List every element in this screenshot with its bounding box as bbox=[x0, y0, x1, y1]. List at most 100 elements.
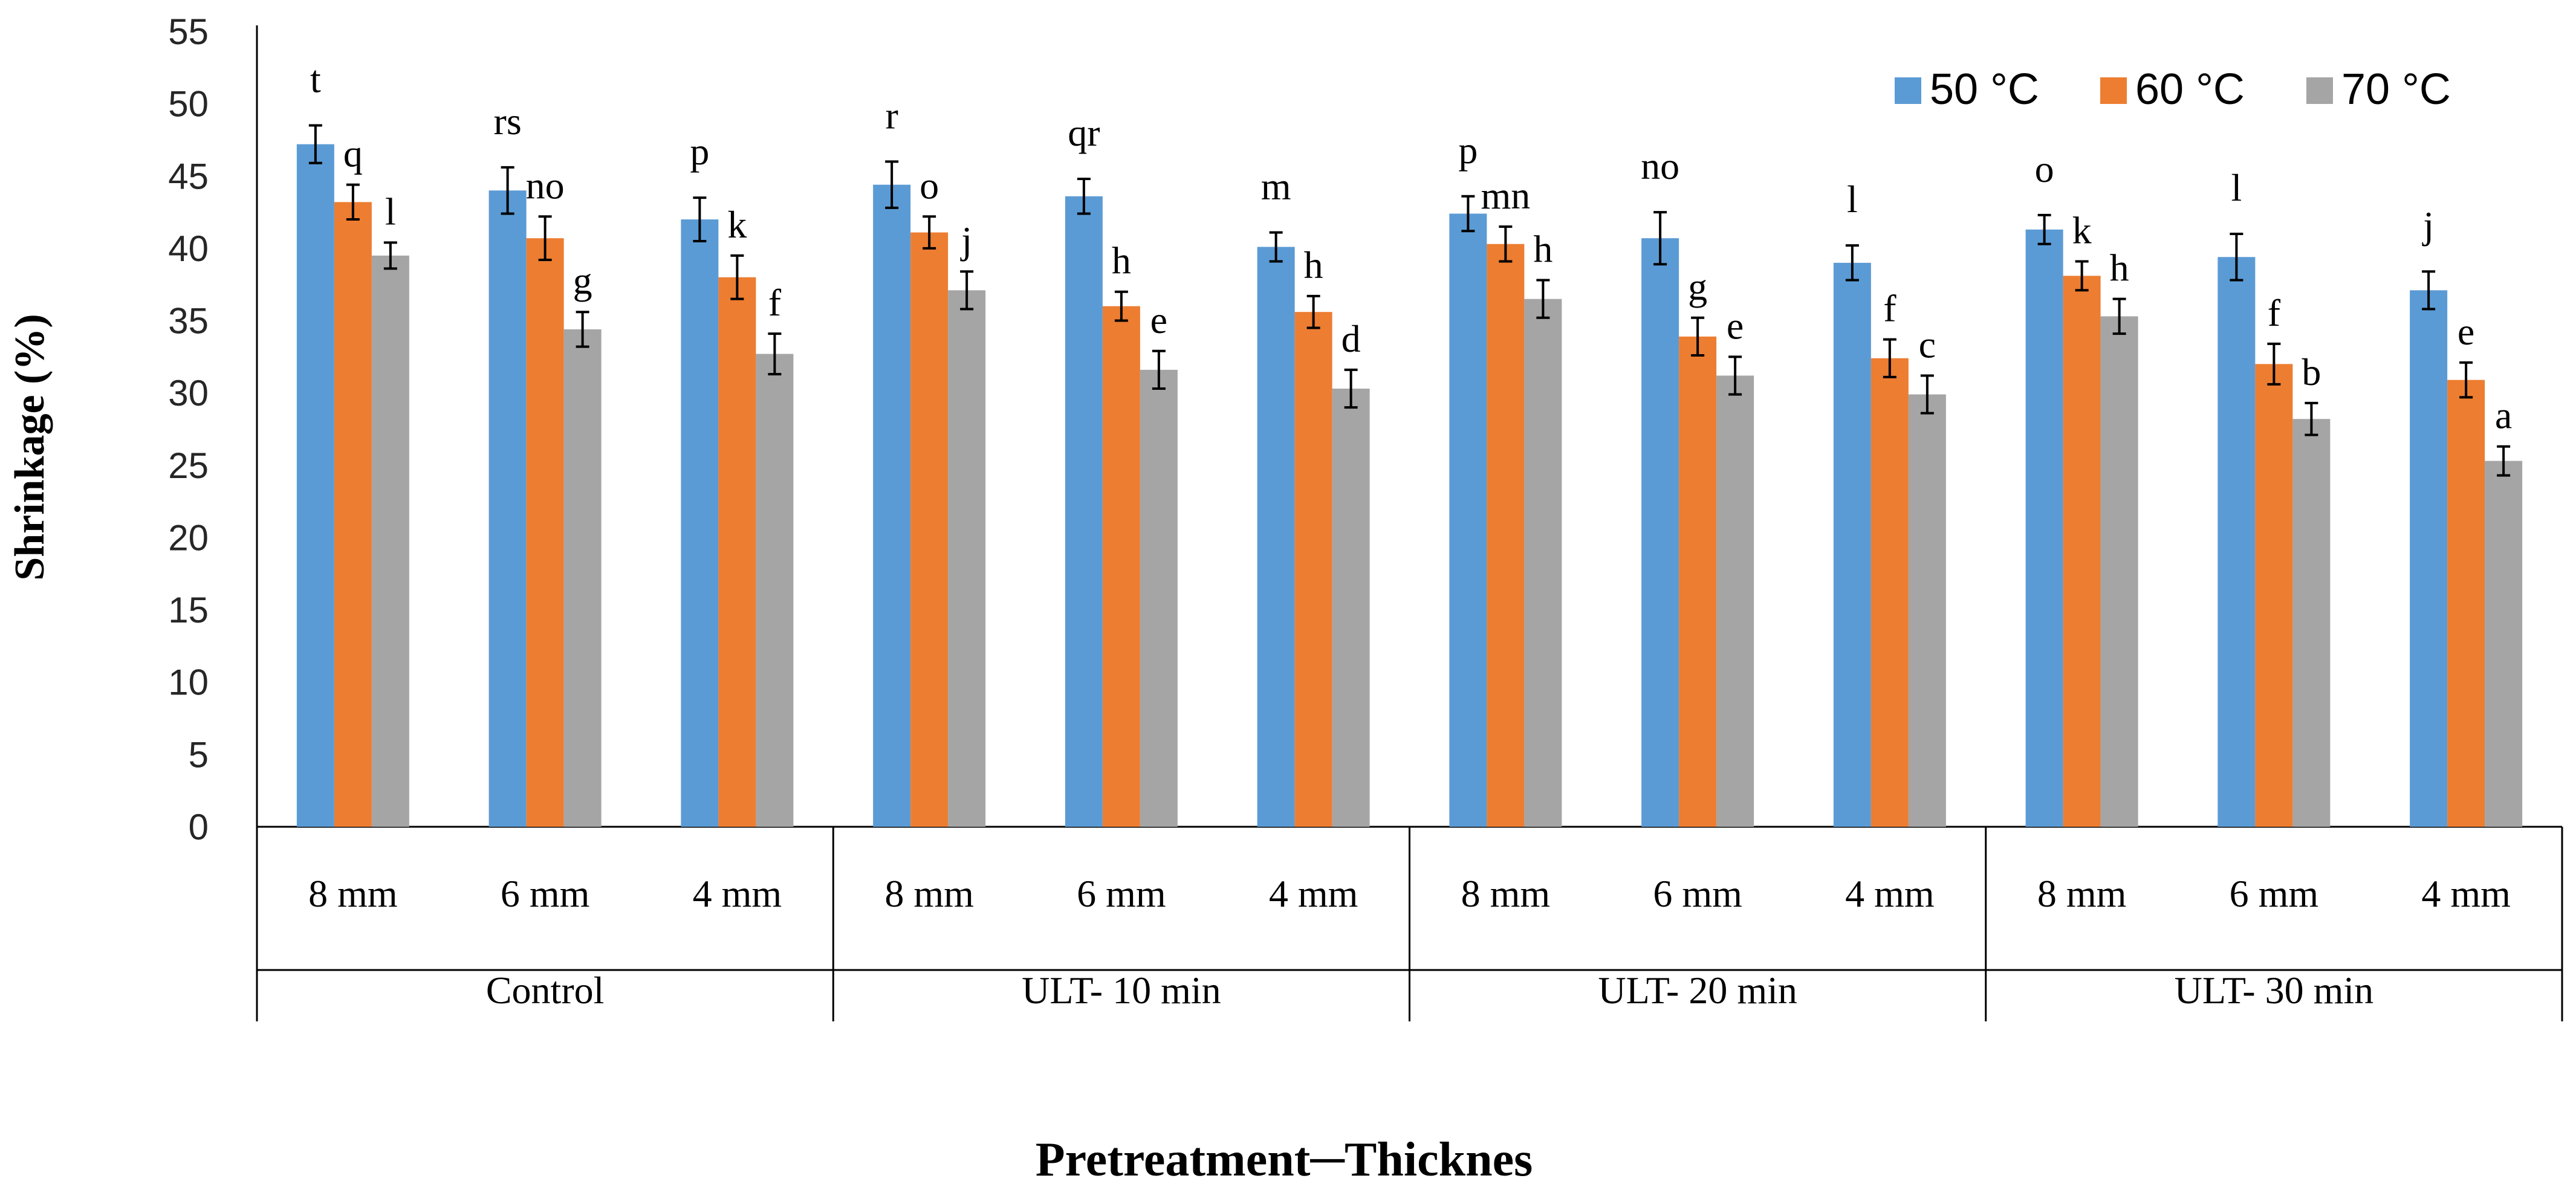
group-label: ULT- 10 min bbox=[1022, 969, 1221, 1012]
significance-letter: o bbox=[920, 164, 939, 207]
error-bar bbox=[2230, 232, 2243, 282]
bar-70C-2 bbox=[756, 354, 794, 827]
significance-letter: p bbox=[1458, 129, 1478, 172]
category-label: 8 mm bbox=[308, 872, 398, 915]
category-label: 4 mm bbox=[1269, 872, 1358, 915]
error-bar bbox=[2112, 297, 2126, 335]
x-axis-label: Pretreatment─Thicknes bbox=[1036, 1133, 1533, 1186]
bar-50C-11 bbox=[2410, 290, 2448, 827]
error-bar bbox=[1691, 316, 1705, 357]
significance-letter: f bbox=[1883, 287, 1896, 330]
error-bar bbox=[1114, 290, 1128, 322]
bar-60C-7 bbox=[1679, 336, 1717, 827]
category-label: 8 mm bbox=[884, 872, 974, 915]
legend-label: 50 °C bbox=[1930, 65, 2039, 114]
bar-50C-3 bbox=[873, 184, 911, 827]
bar-70C-9 bbox=[2100, 316, 2138, 827]
error-bar bbox=[1845, 244, 1859, 282]
bar-70C-3 bbox=[948, 290, 986, 827]
y-tick-label: 20 bbox=[168, 517, 209, 558]
error-bar bbox=[1461, 195, 1475, 233]
y-axis-label: Shrinkage (%) bbox=[7, 314, 53, 580]
category-label: 8 mm bbox=[1461, 872, 1551, 915]
legend-item: 60 °C bbox=[2100, 65, 2245, 114]
significance-letter: e bbox=[1150, 299, 1167, 341]
y-tick-label: 40 bbox=[168, 228, 209, 269]
bar-50C-7 bbox=[1641, 238, 1679, 827]
significance-letter: r bbox=[885, 94, 898, 137]
significance-letter: h bbox=[2110, 247, 2129, 289]
bar-60C-2 bbox=[718, 277, 756, 827]
legend-label: 70 °C bbox=[2341, 65, 2451, 114]
significance-letter: mn bbox=[1481, 174, 1530, 217]
bar-50C-10 bbox=[2218, 257, 2256, 827]
significance-letter: j bbox=[2422, 204, 2434, 247]
significance-letter: k bbox=[2072, 209, 2092, 251]
bar-60C-8 bbox=[1870, 358, 1909, 827]
bar-50C-0 bbox=[296, 144, 334, 827]
y-tick-label: 55 bbox=[168, 11, 209, 52]
error-bar bbox=[1728, 355, 1742, 396]
error-bar bbox=[2305, 401, 2318, 436]
error-bar bbox=[1269, 231, 1283, 263]
significance-letter: f bbox=[2268, 291, 2281, 334]
significance-letter: h bbox=[1304, 244, 1323, 286]
significance-letter: g bbox=[1688, 265, 1707, 308]
bar-70C-4 bbox=[1140, 369, 1178, 827]
bar-50C-1 bbox=[488, 190, 527, 827]
y-tick-label: 30 bbox=[168, 373, 209, 413]
significance-letter: h bbox=[1533, 228, 1552, 271]
significance-letter: l bbox=[385, 190, 396, 233]
bar-70C-7 bbox=[1716, 375, 1754, 827]
error-bar bbox=[346, 183, 360, 221]
error-bar bbox=[2267, 342, 2281, 386]
error-bar bbox=[2422, 270, 2436, 311]
bar-60C-1 bbox=[526, 238, 564, 827]
legend-swatch bbox=[2100, 77, 2127, 104]
significance-letter: b bbox=[2302, 351, 2321, 393]
category-label: 6 mm bbox=[1653, 872, 1742, 915]
y-tick-label: 0 bbox=[189, 807, 209, 847]
bar-50C-2 bbox=[681, 219, 719, 827]
error-bar bbox=[576, 311, 589, 348]
axes: 0 5 10 15 20 25 30 35 40 45 50 55 bbox=[168, 11, 2563, 1021]
error-bar bbox=[960, 270, 974, 311]
error-bar bbox=[1306, 294, 1320, 329]
significance-letter: g bbox=[573, 259, 592, 302]
significance-letter: q bbox=[343, 132, 363, 175]
error-bar bbox=[1152, 349, 1166, 390]
legend-item: 70 °C bbox=[2306, 65, 2451, 114]
legend: 50 °C 60 °C 70 °C bbox=[1895, 65, 2451, 114]
category-label: 6 mm bbox=[1077, 872, 1166, 915]
significance-letter: c bbox=[1919, 323, 1936, 366]
legend-label: 60 °C bbox=[2135, 65, 2245, 114]
legend-item: 50 °C bbox=[1895, 65, 2039, 114]
bar-50C-8 bbox=[1833, 262, 1871, 827]
bar-70C-8 bbox=[1908, 394, 1946, 827]
bars bbox=[296, 124, 2523, 827]
bar-70C-1 bbox=[563, 329, 602, 827]
error-bar bbox=[1499, 225, 1513, 263]
significance-letter: h bbox=[1112, 239, 1131, 282]
error-bar bbox=[1536, 279, 1550, 319]
error-bar bbox=[501, 166, 514, 215]
significance-letter: k bbox=[727, 203, 747, 246]
significance-letter: f bbox=[768, 281, 782, 324]
error-bar bbox=[1920, 374, 1934, 415]
significance-letter: no bbox=[526, 164, 565, 207]
category-label: 4 mm bbox=[693, 872, 782, 915]
error-bar bbox=[1077, 178, 1091, 215]
group-label: Control bbox=[486, 969, 605, 1012]
bar-60C-3 bbox=[910, 232, 949, 827]
error-bar bbox=[885, 160, 899, 209]
significance-letter: e bbox=[2458, 310, 2474, 353]
significance-letter: d bbox=[1342, 317, 1361, 360]
bar-60C-5 bbox=[1294, 312, 1332, 827]
bar-60C-10 bbox=[2255, 364, 2293, 827]
legend-swatch bbox=[2306, 77, 2333, 104]
bar-60C-11 bbox=[2447, 380, 2485, 827]
category-label: 4 mm bbox=[1845, 872, 1935, 915]
error-bar bbox=[693, 196, 707, 242]
significance-letter: l bbox=[1847, 178, 1858, 221]
